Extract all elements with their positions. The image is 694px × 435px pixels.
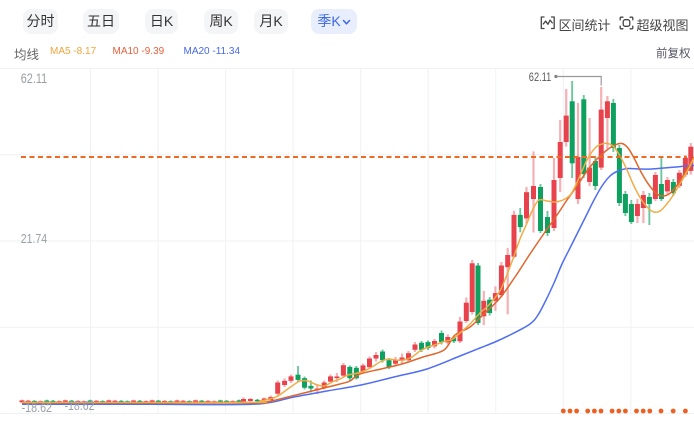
svg-text:62.11: 62.11: [21, 71, 48, 86]
svg-text:21.74: 21.74: [21, 231, 48, 246]
svg-text:62.11: 62.11: [529, 70, 552, 84]
svg-text:-18.62: -18.62: [22, 401, 52, 415]
svg-text:-18.62: -18.62: [65, 399, 95, 413]
